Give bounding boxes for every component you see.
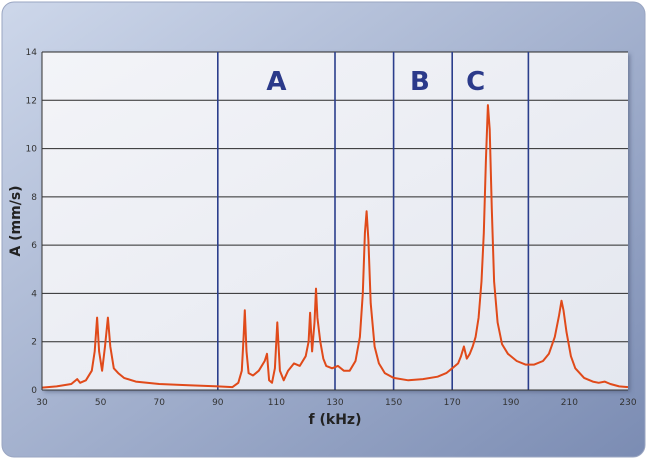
x-tick-label: 130 [326,398,343,408]
x-tick-label: 70 [153,398,165,408]
region-label: C [466,67,485,97]
series-line [41,104,629,389]
y-tick-label: 12 [26,96,37,106]
x-tick-label: 150 [385,398,402,408]
x-tick-label: 170 [444,398,461,408]
y-tick-labels: 0 2 4 6 8 10 12 14 [26,48,38,396]
y-tick-label: 14 [26,48,38,58]
x-tick-label: 110 [268,398,285,408]
series-group [41,104,629,389]
x-tick-labels: 30 50 70 90 110 130 150 170 190 210 230 [36,398,637,408]
x-axis-label: f (kHz) [309,412,362,428]
y-tick-label: 8 [31,193,37,203]
y-tick-label: 2 [31,338,37,348]
y-tick-label: 4 [31,289,37,299]
x-tick-label: 190 [502,398,519,408]
region-label: A [266,67,286,97]
y-tick-label: 6 [31,241,37,251]
x-tick-label: 210 [561,398,578,408]
x-tick-label: 90 [212,398,224,408]
y-tick-label: 10 [26,145,38,155]
y-axis-label: A (mm/s) [8,185,24,256]
x-tick-label: 230 [619,398,636,408]
region-lines [217,52,530,390]
region-labels: A B C [266,67,485,97]
x-tick-label: 30 [36,398,48,408]
region-label: B [410,67,430,97]
x-tick-label: 50 [95,398,107,408]
y-tick-label: 0 [31,386,37,396]
